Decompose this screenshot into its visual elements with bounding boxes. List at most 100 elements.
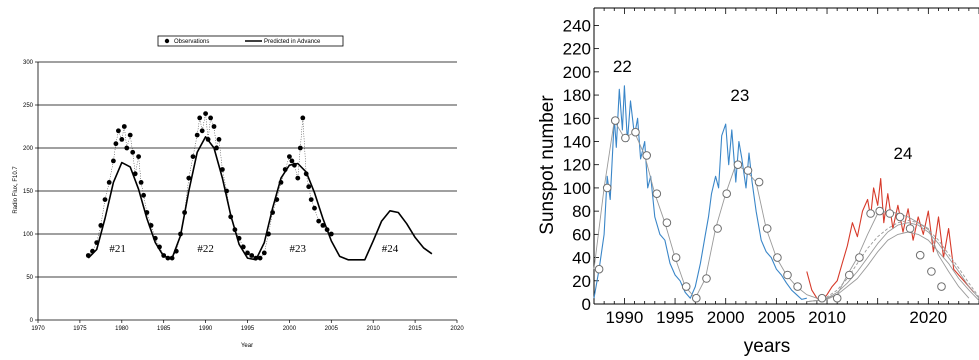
- y-tick-label-0: 0: [30, 318, 34, 324]
- y-tick-label-0: 0: [582, 295, 591, 314]
- smoothed-marker: [927, 267, 936, 276]
- y-tick-label-80: 80: [572, 202, 591, 221]
- observation-point: [312, 205, 317, 211]
- x-tick-label-1990: 1990: [199, 326, 213, 332]
- x-tick-label-2015: 2015: [408, 326, 422, 332]
- y-tick-label-120: 120: [563, 156, 591, 175]
- x-tick-label-1975: 1975: [73, 326, 87, 332]
- smoothed-marker: [817, 293, 827, 303]
- y-tick-label-100: 100: [23, 232, 34, 238]
- right-axes: [593, 7, 979, 305]
- observation-point: [119, 137, 125, 142]
- observation-point: [249, 253, 255, 258]
- prediction-series: [87, 136, 433, 261]
- observation-point: [320, 223, 326, 228]
- x-tick-label-2005: 2005: [325, 326, 339, 332]
- observation-point: [214, 145, 219, 151]
- smoothed-marker: [652, 189, 662, 198]
- smoothed-markers: [594, 116, 946, 303]
- y-tick-label-20: 20: [572, 272, 591, 291]
- observations-series: [85, 111, 334, 261]
- x-tick-label-1995: 1995: [656, 308, 694, 327]
- observation-point: [308, 197, 314, 203]
- monthly-sunspots-recent: [806, 178, 975, 302]
- left-cycle-labels: #21 #22 #23 #24: [109, 243, 398, 255]
- observation-point: [190, 154, 196, 160]
- y-tick-label-200: 200: [563, 63, 591, 82]
- observation-point: [138, 180, 144, 185]
- smoothed-marker: [702, 274, 711, 283]
- observation-point: [113, 141, 119, 147]
- observation-point: [257, 255, 263, 261]
- smoothed-marker: [681, 282, 691, 291]
- smoothed-marker: [754, 177, 764, 187]
- observation-point: [98, 223, 104, 228]
- right-x-tick-labels: 1990 1995 2000 2005 2010 2020: [605, 308, 947, 327]
- smoothed-marker: [937, 282, 946, 291]
- sunspot-chart: 1990 1995 2000 2005 2010 2020 0 20 40 60 80 100 120…: [537, 7, 979, 357]
- left-x-tick-labels: 1970 1975 1980 1985 1990 1995 2000 2005 2010 2015…: [31, 320, 464, 332]
- right-cycle-labels: 22 23 24: [613, 57, 913, 163]
- x-tick-label-2020: 2020: [909, 308, 947, 327]
- smoothed-marker: [692, 293, 701, 303]
- legend: Observations Predicted in Advance: [157, 35, 344, 47]
- observation-point: [111, 158, 116, 164]
- observation-point: [297, 145, 303, 151]
- x-tick-label-2020: 2020: [450, 326, 464, 332]
- x-tick-label-2000: 2000: [707, 308, 745, 327]
- observation-point: [121, 124, 127, 129]
- smoothed-marker: [594, 264, 604, 274]
- observation-point: [124, 145, 130, 151]
- smoothed-marker: [855, 253, 864, 262]
- observation-point: [300, 115, 306, 121]
- prediction-fit-line: [806, 219, 979, 303]
- observation-point: [186, 175, 192, 181]
- smoothed-marker: [611, 116, 620, 125]
- monthly-sunspots-observed: [593, 85, 807, 300]
- cycle-label-24: #24: [382, 243, 399, 255]
- left-gridlines: [38, 61, 457, 278]
- smoothed-marker: [885, 209, 895, 218]
- smoothed-marker: [621, 133, 630, 143]
- x-tick-label-1990: 1990: [605, 308, 643, 327]
- y-tick-label-150: 150: [23, 189, 34, 195]
- smoothed-marker: [631, 127, 640, 137]
- observation-point: [203, 111, 209, 116]
- legend-observations-label: Observations: [174, 39, 209, 45]
- observation-point: [306, 184, 312, 190]
- observation-point: [127, 132, 133, 138]
- x-tick-label-2010: 2010: [367, 326, 381, 332]
- smoothed-marker: [866, 209, 875, 218]
- x-tick-label-2005: 2005: [757, 308, 795, 327]
- radio-flux-chart: Observations Predicted in Advance 1970 19…: [13, 35, 464, 349]
- smoothed-marker: [895, 212, 905, 222]
- legend-observations-marker: [164, 38, 170, 44]
- observation-point: [295, 175, 301, 181]
- observation-point: [261, 250, 267, 256]
- observation-point: [216, 137, 222, 142]
- left-x-axis-title: Year: [241, 343, 253, 349]
- observation-point: [199, 128, 205, 134]
- smoothed-marker: [915, 250, 925, 260]
- smoothed-marker: [793, 282, 802, 291]
- smoothed-marker: [773, 253, 782, 262]
- smoothed-marker: [875, 206, 885, 216]
- smoothed-marker: [671, 253, 681, 262]
- smoothed-sunspots-line: [593, 120, 970, 299]
- observation-point: [211, 124, 217, 129]
- legend-prediction-label: Predicted in Advance: [264, 39, 321, 45]
- cycle-label-22: 22: [613, 57, 632, 76]
- observation-point: [328, 231, 334, 237]
- y-tick-label-220: 220: [563, 40, 591, 59]
- observation-point: [106, 180, 112, 185]
- cycle-label-23: #23: [290, 243, 307, 255]
- observation-point: [287, 154, 292, 160]
- smoothed-marker: [722, 189, 732, 198]
- y-tick-label-160: 160: [563, 109, 591, 128]
- cycle-label-22: #22: [197, 243, 214, 255]
- x-tick-label-2000: 2000: [283, 326, 297, 332]
- smoothed-marker: [845, 270, 854, 280]
- cycle-label-24: 24: [894, 144, 913, 163]
- smoothed-marker: [733, 160, 743, 169]
- smoothed-marker: [743, 166, 753, 175]
